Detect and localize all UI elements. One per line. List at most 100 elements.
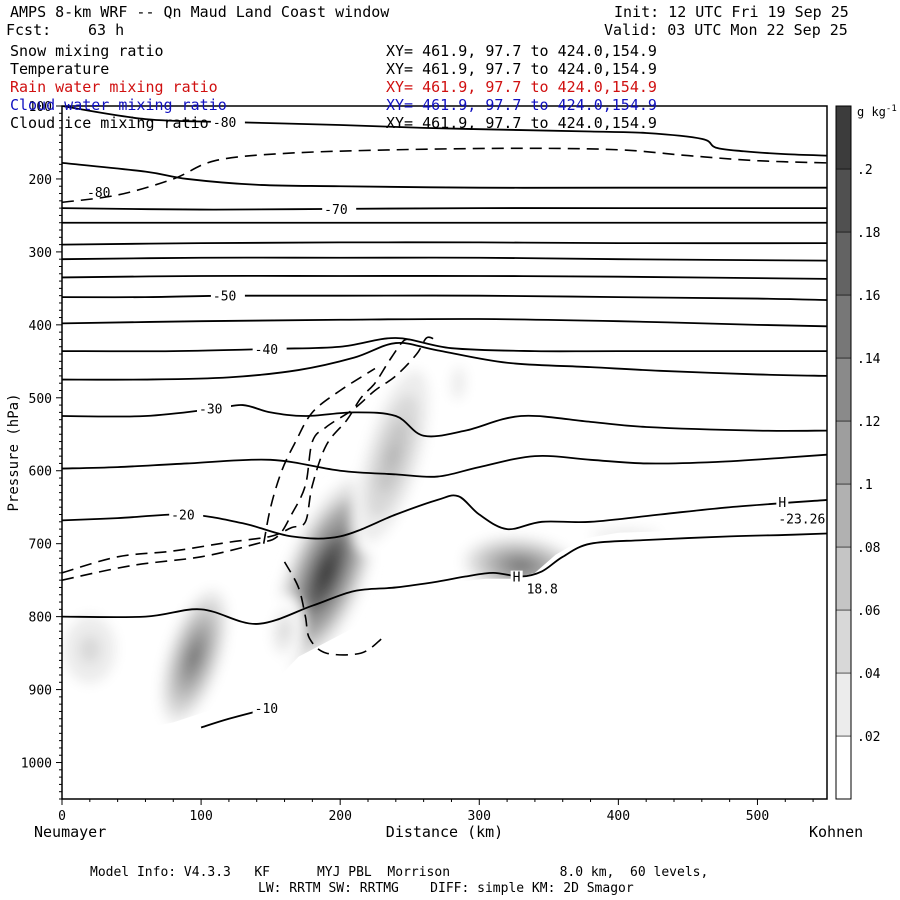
cloud-ice-contour [62,338,410,574]
field-name-rain: Rain water mixing ratio [10,78,218,96]
isotherm-line [62,256,827,262]
annotation-label: 18.8 [527,582,558,597]
isotherm-label-bg [169,506,204,521]
forecast-hour: 63 h [88,21,125,39]
field-name-cloud-ice: Cloud ice mixing ratio [10,114,209,132]
isotherm-line [62,318,827,328]
colorbar-tick-label: .06 [857,604,880,619]
x-tick-label: 100 [189,809,212,824]
y-axis-title: Pressure (hPa) [6,393,22,511]
cloud-ice-contour [262,367,376,544]
colorbar-tick-label: .1 [857,478,873,493]
isotherm-line [62,207,827,211]
colorbar-bin [835,672,852,737]
x-tick-label: 400 [607,809,630,824]
colorbar-unit: g kg-1 [857,104,897,119]
colorbar-tick-label: .2 [857,163,873,178]
forecast-label: Fcst: [6,21,52,39]
colorbar-bin [835,294,852,359]
isotherm-label-bg [210,114,245,129]
isotherm-label: -40 [255,343,278,358]
colorbar-bin [835,609,852,674]
annotation-bg [776,496,789,511]
field-xy-temperature: XY= 461.9, 97.7 to 424.0,154.9 [386,60,657,78]
isotherm-label-bg [197,400,231,415]
y-tick-label: 500 [29,392,52,407]
x-axis-title: Distance (km) [386,823,503,841]
isotherm-label-bg [252,340,287,355]
model-info-line-1: Model Info: V4.3.3 KF MYJ PBL Morrison 8… [90,865,709,880]
snow-cell-band [189,647,199,667]
cloud-ice-contour [283,561,383,656]
isotherm-label: -70 [324,203,347,218]
init-time: Init: 12 UTC Fri 19 Sep 25 [614,3,849,21]
colorbar-tick-label: .14 [857,352,881,367]
isotherm-label-bg [210,287,245,302]
colorbar-bin [835,420,852,485]
isotherm-label: -30 [199,403,222,418]
colorbar-tick-label: .16 [857,289,880,304]
right-endpoint-label: Kohnen [809,823,863,841]
isotherm-line [62,294,827,301]
y-tick-label: 400 [29,319,52,334]
colorbar-bin [835,357,852,422]
cloud-ice-contour [62,147,827,204]
y-tick-label: 600 [29,465,52,480]
snow-cell-band [455,377,461,389]
snow-cell-band [282,626,288,636]
colorbar-tick-label: .04 [857,667,881,682]
isotherm-line [62,342,827,381]
isotherm-label: -50 [213,290,236,305]
field-xy-cloud-ice: XY= 461.9, 97.7 to 424.0,154.9 [386,114,657,132]
y-tick-label: 800 [29,611,52,626]
snow-cell-0 [155,579,233,734]
model-info-line-2: LW: RRTM SW: RRTMG DIFF: simple KM: 2D S… [258,881,634,896]
x-tick-label: 300 [468,809,491,824]
y-tick-label: 200 [29,173,52,188]
isotherm-line [62,162,827,189]
colorbar-tick-label: .18 [857,226,880,241]
field-xy-snow: XY= 461.9, 97.7 to 424.0,154.9 [386,42,657,60]
valid-time: Valid: 03 UTC Mon 22 Sep 25 [604,21,848,39]
isotherm-label: -10 [255,702,278,717]
colorbar-bin [835,168,852,233]
isotherm-label-bg [322,200,357,215]
field-xy-rain: XY= 461.9, 97.7 to 424.0,154.9 [386,78,657,96]
cloud-ice-layer: -80 [62,147,827,656]
plot-frame [61,105,828,800]
annotation-label: H [513,571,521,586]
colorbar-bin [835,105,852,170]
field-name-temperature: Temperature [10,60,110,78]
cloud-ice-contour [62,336,436,581]
x-tick-label: 0 [58,809,66,824]
isotherm-label: -20 [171,509,194,524]
snow-cell-3 [264,594,305,668]
model-title: AMPS 8-km WRF -- Qn Maud Land Coast wind… [10,3,390,21]
annotation-label: -23.26 [778,512,825,527]
isotherm-line [62,494,827,540]
snow-cell-band [387,443,399,469]
field-name-cloud-water: Cloud water mixing ratio [10,96,227,114]
colorbar-bin [835,483,852,548]
y-tick-label: 300 [29,246,52,261]
snow-cell-band [319,560,333,585]
annotation-bg [524,582,561,597]
y-tick-label: 1000 [21,757,52,772]
snow-cell-6 [438,339,479,427]
field-name-snow: Snow mixing ratio [10,42,164,60]
snow-cell-4 [62,594,132,705]
annotation-bg [510,570,523,585]
y-tick-label: 100 [29,100,52,115]
isotherm-line [62,453,827,478]
field-xy-cloud-water: XY= 461.9, 97.7 to 424.0,154.9 [386,96,657,114]
y-tick-label: 700 [29,538,52,553]
terrain-mask [62,523,827,799]
x-tick-label: 500 [746,809,769,824]
y-tick-label: 900 [29,684,52,699]
annotation-label: H [778,496,786,511]
colorbar-bin [835,735,852,800]
x-tick-label: 200 [328,809,351,824]
colorbar-unit-exponent: -1 [886,104,897,114]
